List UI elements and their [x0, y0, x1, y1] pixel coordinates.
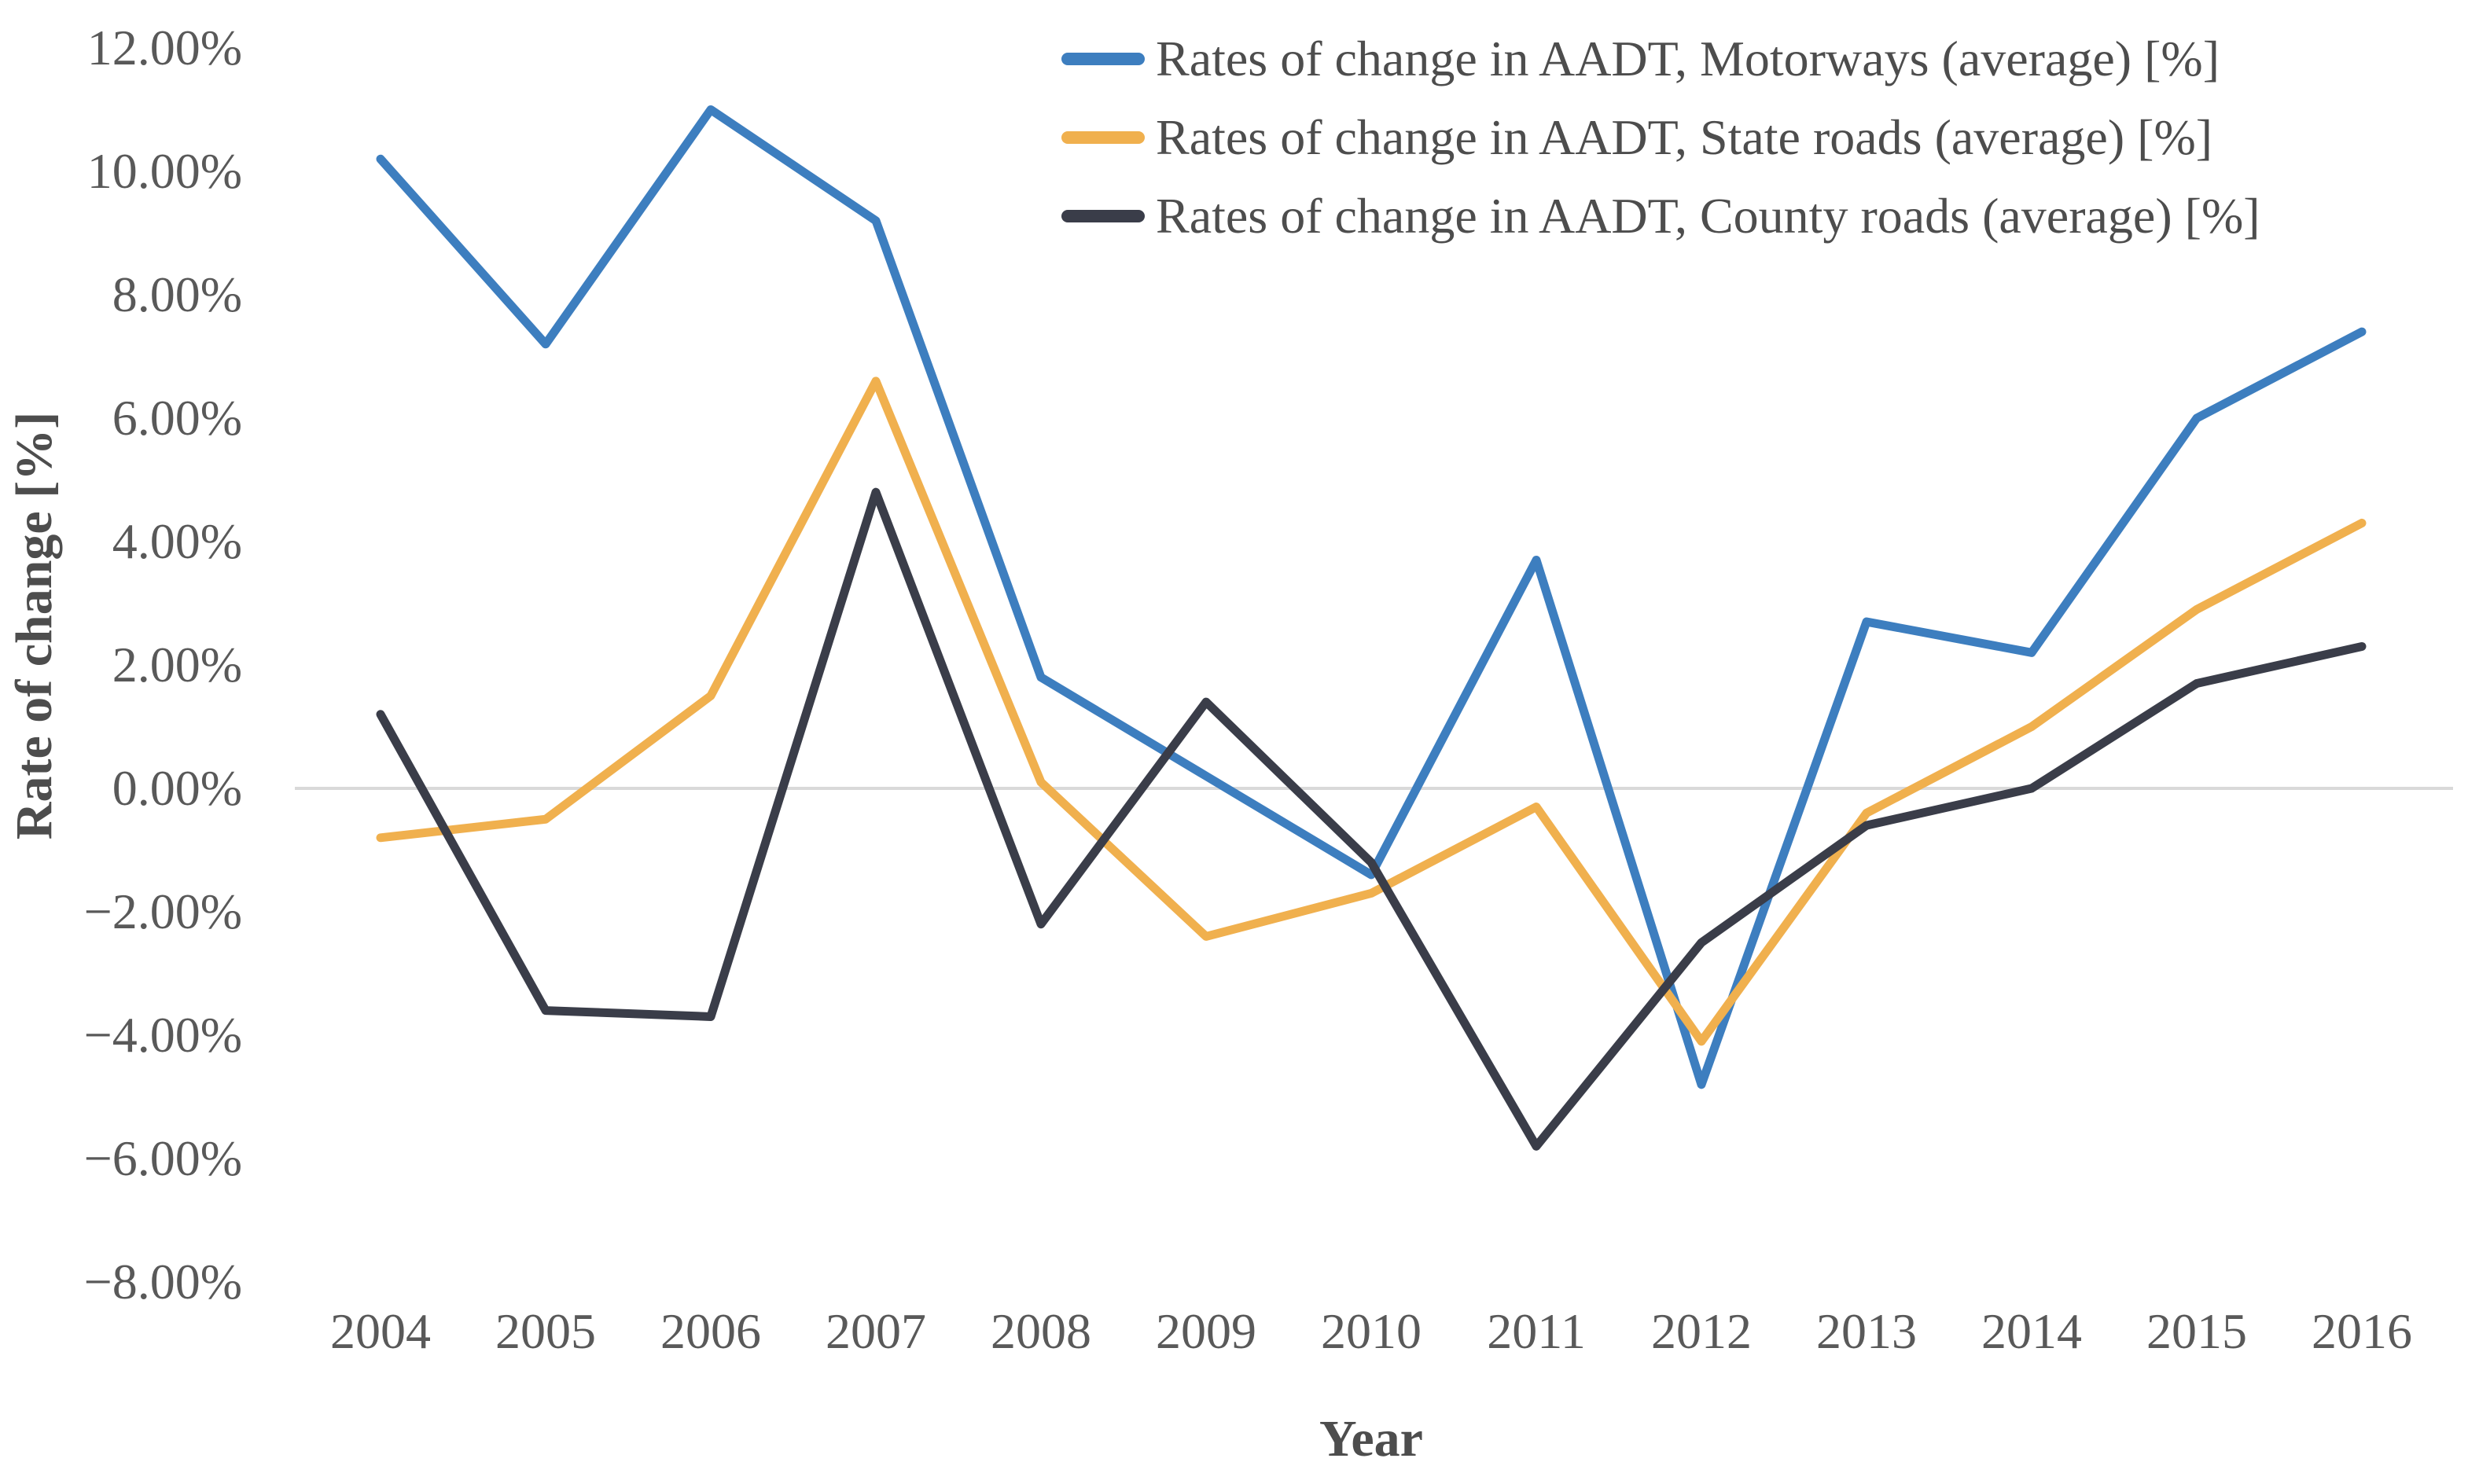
x-tick-label: 2015 — [2146, 1303, 2247, 1359]
legend-label: Rates of change in AADT, State roads (av… — [1156, 109, 2213, 165]
y-tick-label: 10.00% — [86, 143, 242, 199]
y-tick-label: 6.00% — [112, 390, 242, 446]
x-tick-label: 2007 — [826, 1303, 926, 1359]
y-tick-label: 0.00% — [112, 760, 242, 816]
x-tick-label: 2013 — [1816, 1303, 1917, 1359]
y-axis-title: Rate of change [%] — [6, 411, 63, 840]
y-tick-label: −2.00% — [83, 883, 242, 939]
x-tick-label: 2004 — [330, 1303, 431, 1359]
legend-line-icon — [1061, 210, 1145, 222]
x-tick-label: 2006 — [660, 1303, 761, 1359]
legend-label: Rates of change in AADT, County roads (a… — [1156, 188, 2260, 244]
legend-line-icon — [1061, 53, 1145, 65]
series-line-rates-of-change-in-aadt-county-roads-average — [376, 487, 2367, 1151]
legend-item: Rates of change in AADT, County roads (a… — [1061, 177, 2260, 255]
legend-item: Rates of change in AADT, State roads (av… — [1061, 98, 2212, 177]
x-tick-label: 2010 — [1321, 1303, 1422, 1359]
x-tick-label: 2008 — [991, 1303, 1091, 1359]
x-tick-label: 2005 — [495, 1303, 596, 1359]
series-line-rates-of-change-in-aadt-state-roads-average — [376, 377, 2367, 1046]
x-tick-label: 2016 — [2312, 1303, 2412, 1359]
x-tick-label: 2009 — [1156, 1303, 1256, 1359]
y-tick-label: −4.00% — [83, 1007, 242, 1063]
y-tick-label: −8.00% — [83, 1254, 242, 1310]
x-axis-title: Year — [1319, 1410, 1423, 1467]
legend-label: Rates of change in AADT, Motorways (aver… — [1156, 31, 2220, 86]
x-tick-label: 2012 — [1651, 1303, 1752, 1359]
y-tick-label: 12.00% — [86, 20, 242, 75]
legend-item: Rates of change in AADT, Motorways (aver… — [1061, 20, 2220, 98]
y-tick-label: 8.00% — [112, 266, 242, 322]
series-line-rates-of-change-in-aadt-motorways-average — [376, 105, 2367, 1089]
y-tick-label: −6.00% — [83, 1130, 242, 1186]
x-tick-label: 2014 — [1981, 1303, 2082, 1359]
y-tick-label: 4.00% — [112, 513, 242, 569]
y-tick-label: 2.00% — [112, 637, 242, 692]
x-tick-label: 2011 — [1487, 1303, 1586, 1359]
legend-line-icon — [1061, 131, 1145, 144]
